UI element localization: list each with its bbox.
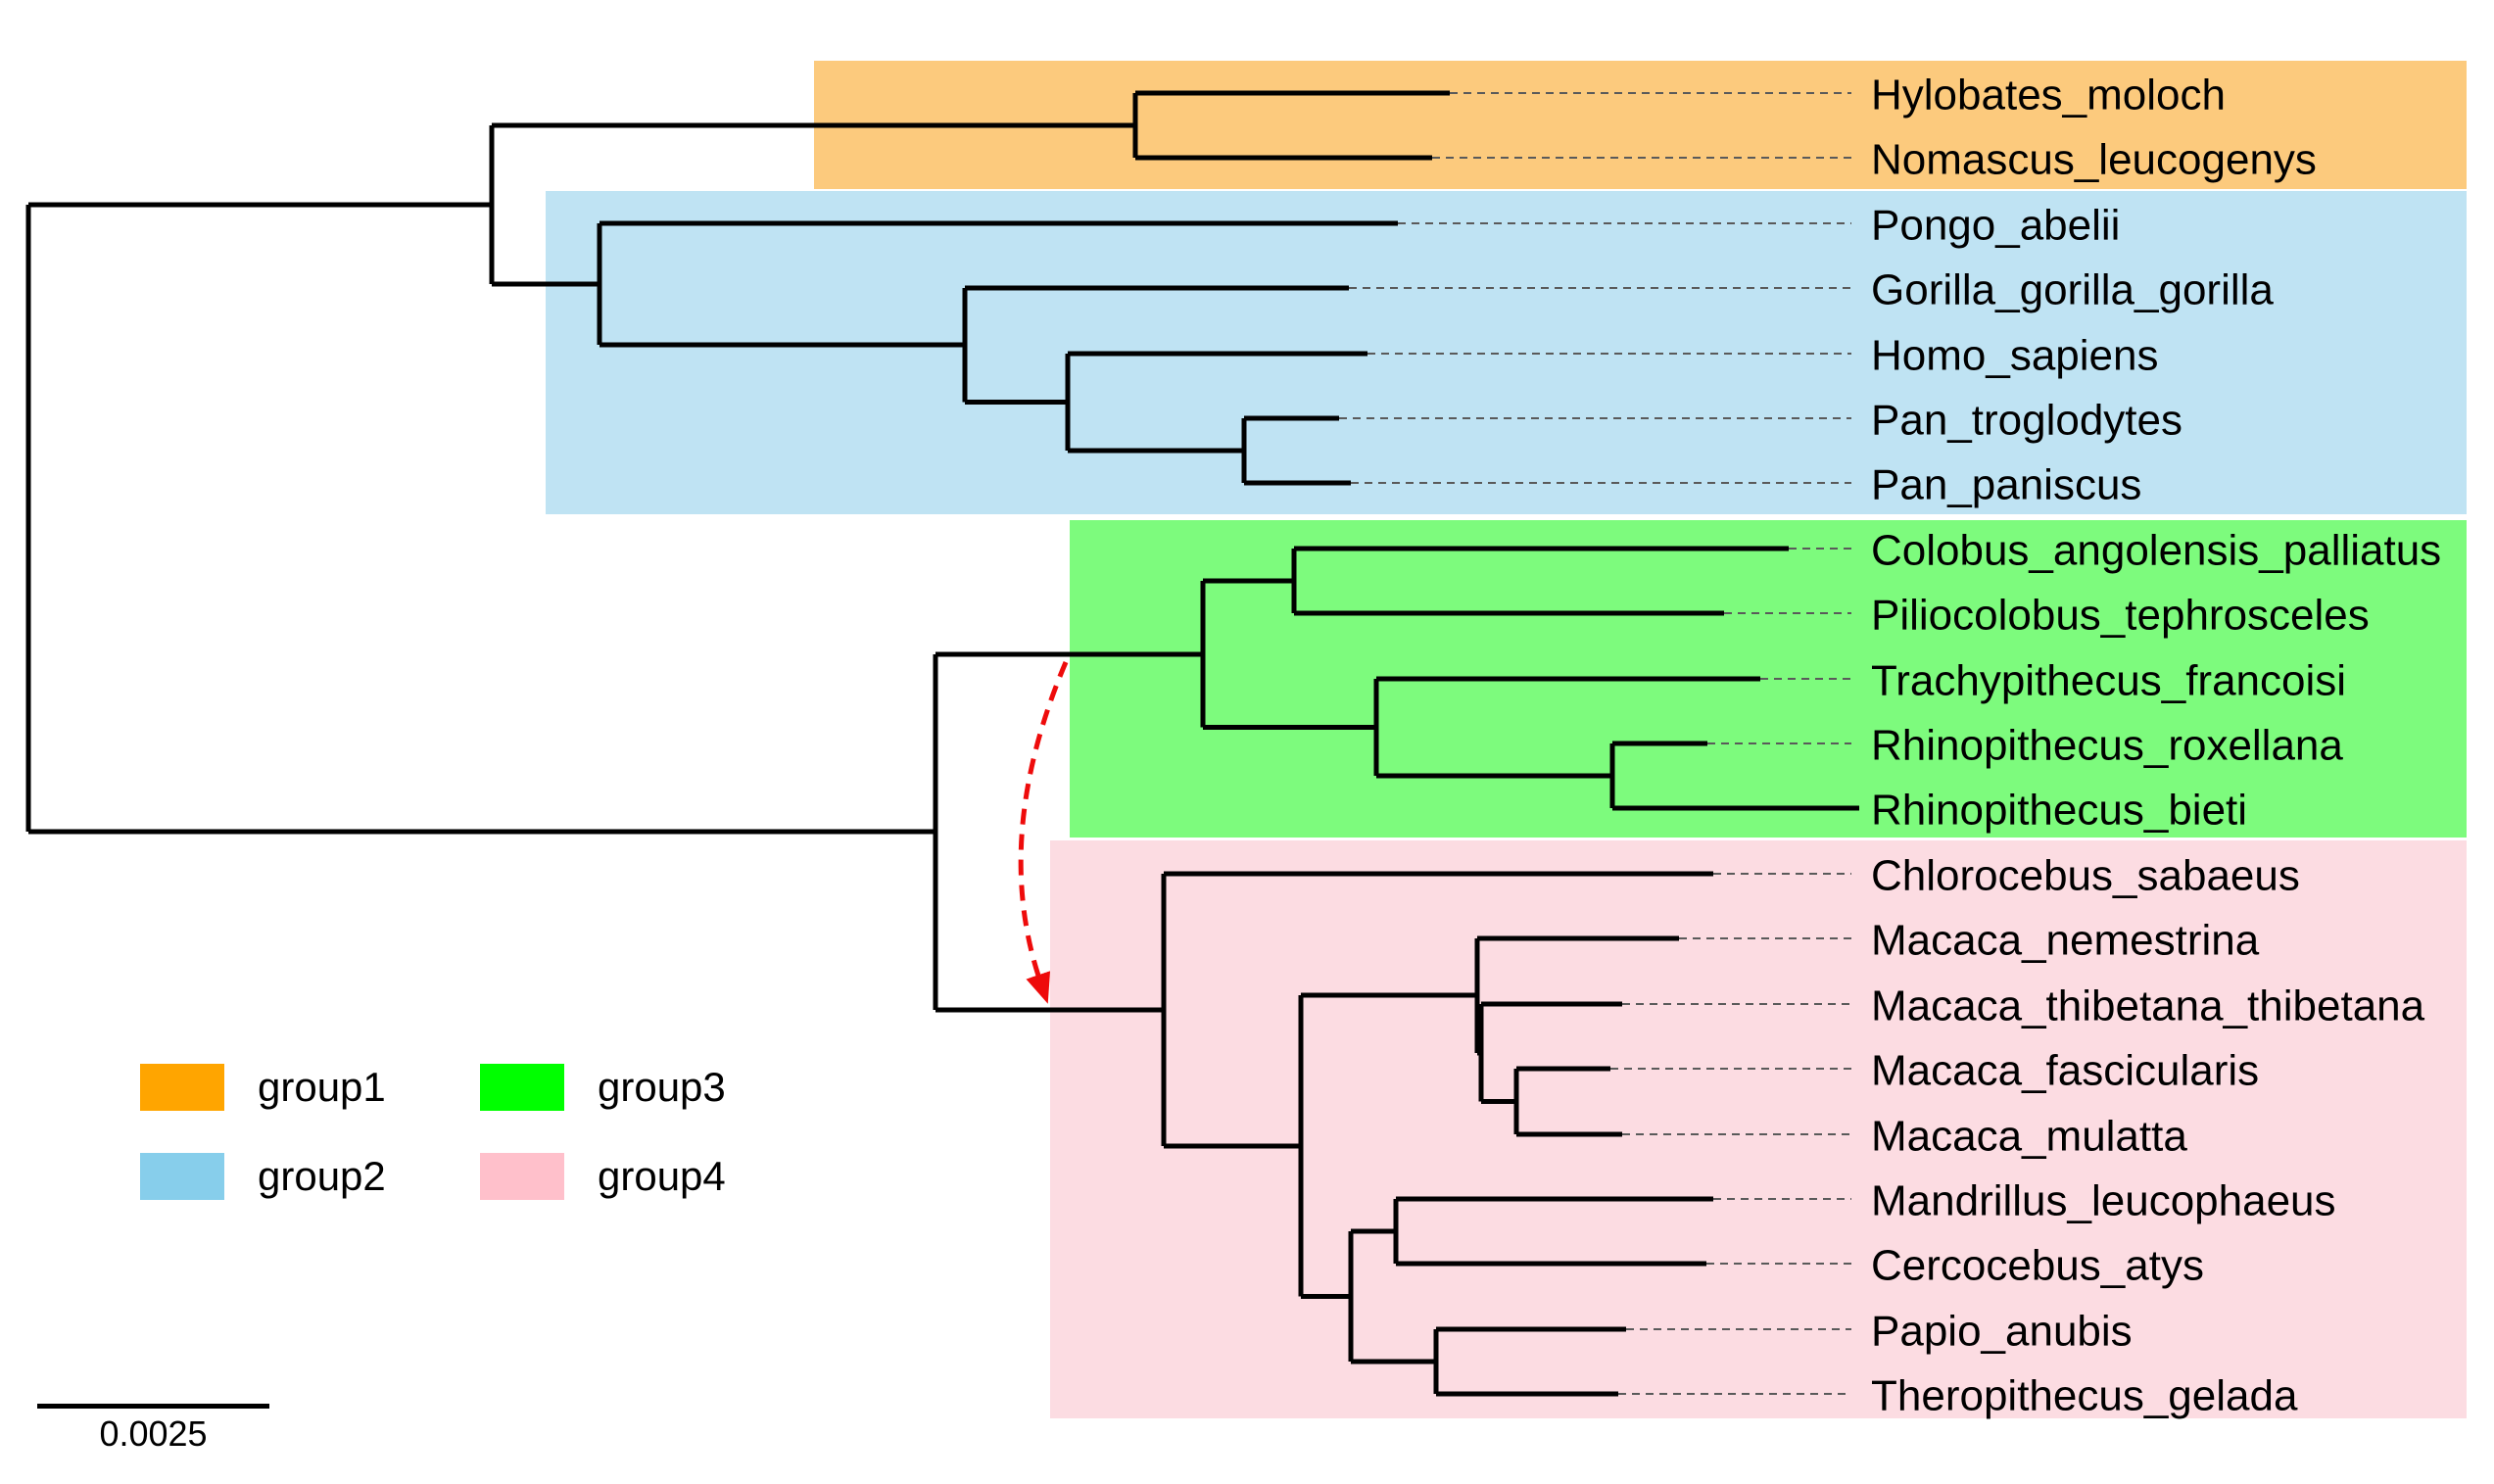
leaf-label-Mandrillus_leucophaeus: Mandrillus_leucophaeus xyxy=(1871,1177,2336,1225)
group-box-group4 xyxy=(1050,840,2467,1418)
leaf-label-Homo_sapiens: Homo_sapiens xyxy=(1871,332,2159,380)
scale-bar-label: 0.0025 xyxy=(99,1413,208,1454)
leaf-label-Macaca_nemestrina: Macaca_nemestrina xyxy=(1871,917,2260,965)
leaf-label-Pongo_abelii: Pongo_abelii xyxy=(1871,202,2120,250)
leaf-label-Pan_troglodytes: Pan_troglodytes xyxy=(1871,397,2182,445)
leaf-label-Chlorocebus_sabaeus: Chlorocebus_sabaeus xyxy=(1871,852,2300,900)
leaf-label-Papio_anubis: Papio_anubis xyxy=(1871,1308,2133,1356)
annotation-arrow xyxy=(1018,661,1069,1004)
leaf-label-Colobus_angolensis_palliatus: Colobus_angolensis_palliatus xyxy=(1871,527,2441,575)
leaf-label-Rhinopithecus_roxellana: Rhinopithecus_roxellana xyxy=(1871,722,2343,770)
leaf-label-Theropithecus_gelada: Theropithecus_gelada xyxy=(1871,1372,2298,1420)
leaf-label-Macaca_thibetana_thibetana: Macaca_thibetana_thibetana xyxy=(1871,982,2425,1030)
leaf-label-Nomascus_leucogenys: Nomascus_leucogenys xyxy=(1871,136,2317,184)
leaf-label-Macaca_mulatta: Macaca_mulatta xyxy=(1871,1113,2187,1161)
leaf-label-Pan_paniscus: Pan_paniscus xyxy=(1871,461,2141,509)
leaf-label-Rhinopithecus_bieti: Rhinopithecus_bieti xyxy=(1871,787,2247,835)
scale-bar xyxy=(37,1404,269,1409)
leaf-label-Macaca_fascicularis: Macaca_fascicularis xyxy=(1871,1047,2259,1095)
leaf-label-Piliocolobus_tephrosceles: Piliocolobus_tephrosceles xyxy=(1871,592,2370,640)
leaf-label-Hylobates_moloch: Hylobates_moloch xyxy=(1871,72,2226,120)
leaf-label-Gorilla_gorilla_gorilla: Gorilla_gorilla_gorilla xyxy=(1871,266,2274,314)
leaf-label-Trachypithecus_francoisi: Trachypithecus_francoisi xyxy=(1871,657,2346,705)
leaf-label-Cercocebus_atys: Cercocebus_atys xyxy=(1871,1242,2204,1290)
